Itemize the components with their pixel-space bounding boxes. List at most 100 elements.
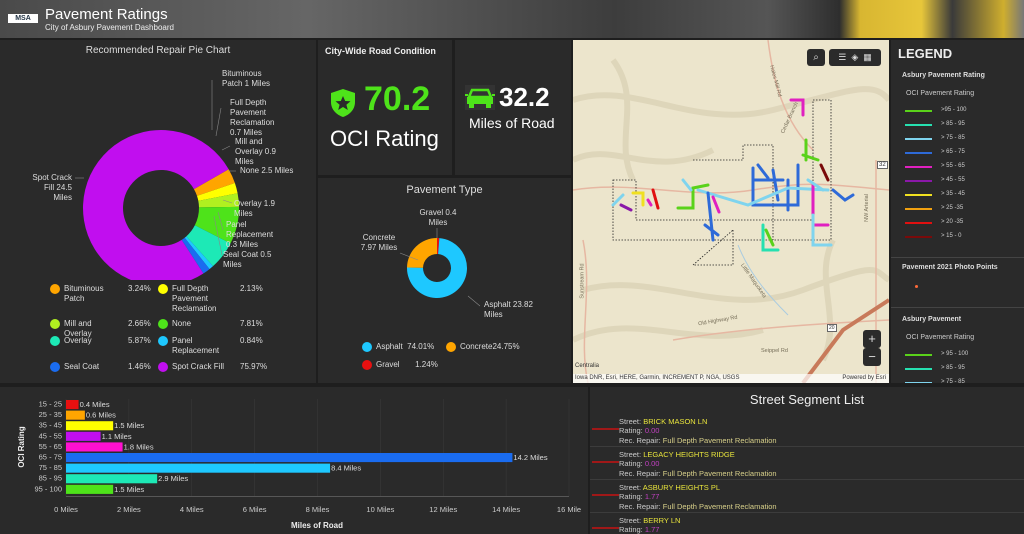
callout-asphalt: Asphalt 23.82 Miles <box>484 300 533 319</box>
callout-overlay: Overlay 1.9 Miles <box>234 199 275 218</box>
legend-percent: 1.24% <box>415 360 438 370</box>
rating-line: Rating: 1.77 <box>619 525 1024 534</box>
street-name: ASBURY HEIGHTS PL <box>642 483 721 492</box>
legend-class-label: > 15 - 0 <box>941 233 962 239</box>
legend-line-symbol <box>905 368 932 370</box>
map-canvas[interactable] <box>573 40 889 383</box>
legend-line-symbol <box>905 354 932 356</box>
rating-key: Rating: <box>619 459 645 469</box>
slice-asphalt[interactable] <box>407 238 467 298</box>
car-icon <box>465 85 495 110</box>
bar[interactable] <box>66 410 85 420</box>
x-tick-label: 0 Miles <box>54 505 78 514</box>
bar[interactable] <box>66 453 513 463</box>
legend-swatch <box>50 319 60 329</box>
layers-icon[interactable]: ◈ <box>851 52 859 62</box>
slice-full-depth-pavement-reclamation[interactable] <box>196 183 238 201</box>
callout-panel: Panel Replacement 0.3 Miles <box>226 220 274 249</box>
legend-class-label: > 45 - 55 <box>941 177 965 183</box>
slice-gravel[interactable] <box>437 238 440 255</box>
slice-overlay[interactable] <box>186 225 231 267</box>
legend-class-label: > 65 - 75 <box>941 149 965 155</box>
slice-panel-replacement[interactable] <box>184 236 214 270</box>
legend-line-symbol <box>905 152 932 154</box>
legend-line-symbol <box>905 166 932 168</box>
repair-line: Rec. Repair: Full Depth Pavement Reclama… <box>619 436 1024 445</box>
bar[interactable] <box>66 484 114 494</box>
basemap-gallery-icon[interactable]: ▦ <box>863 52 872 62</box>
bar[interactable] <box>66 431 101 441</box>
slice-spot-crack-fill[interactable] <box>83 130 229 280</box>
legend-percent: 74.01% <box>407 342 435 352</box>
data-label: 1.1 Miles <box>102 432 132 441</box>
street-line: Street: BERRY LN <box>619 516 1024 525</box>
segment-line-symbol <box>592 494 619 496</box>
callout-leader <box>399 252 419 261</box>
repair-value: Full Depth Pavement Reclamation <box>662 501 777 511</box>
x-tick-label: 6 Miles <box>243 505 267 514</box>
divider <box>891 307 1024 308</box>
street-segment-item[interactable]: Street: BERRY LN Rating: 1.77 <box>590 513 1024 534</box>
bar[interactable] <box>66 463 331 473</box>
legend-layer-title: Asbury Pavement <box>902 316 962 323</box>
slice-seal-coat[interactable] <box>181 237 210 274</box>
legend-label: None <box>172 319 192 328</box>
bar[interactable] <box>66 442 123 452</box>
slice-none[interactable] <box>194 206 239 244</box>
data-label: 1.8 Miles <box>124 442 154 451</box>
rating-key: Rating: <box>619 426 645 436</box>
oci-label: OCI Rating <box>330 126 439 151</box>
street-segment-item[interactable]: Street: BRICK MASON LN Rating: 0.00 Rec. R… <box>590 414 1024 447</box>
slice-concrete[interactable] <box>407 238 437 268</box>
panel-title: Street Segment List <box>749 392 865 407</box>
slice-bituminous-patch[interactable] <box>193 169 235 196</box>
rating-key: Rating: <box>619 525 645 534</box>
data-label: 1.5 Miles <box>114 421 144 430</box>
map-attribution: Iowa DNR, Esri, HERE, Garmin, INCREMENT … <box>573 374 889 383</box>
oci-kpi-card: City-Wide Road Condition 70.2 OCI Rating <box>318 40 452 175</box>
legend-class-label: > 75 - 85 <box>941 379 965 383</box>
search-button[interactable]: ⌕ <box>807 49 825 66</box>
street-segment-item[interactable]: Street: LEGACY HEIGHTS RIDGE Rating: 0.00… <box>590 447 1024 480</box>
map-tools: ☰ ◈ ▦ <box>829 49 881 66</box>
legend-label: Concrete <box>460 342 493 352</box>
legend-asphalt[interactable]: Asphalt 74.01% <box>362 342 434 352</box>
legend-swatch <box>158 336 168 346</box>
rating-value: 0.00 <box>644 459 660 469</box>
bar[interactable] <box>66 400 79 410</box>
repair-line: Rec. Repair: Full Depth Pavement Reclama… <box>619 502 1024 511</box>
legend-swatch <box>50 336 60 346</box>
bar[interactable] <box>66 474 158 484</box>
powered-by[interactable]: Powered by Esri <box>842 375 886 381</box>
street-segment-item[interactable]: Street: ASBURY HEIGHTS PL Rating: 1.77 Rec… <box>590 480 1024 513</box>
route-shield: 20 <box>827 324 837 332</box>
legend-line-symbol <box>905 180 932 182</box>
callout-concrete: Concrete 7.97 Miles <box>360 233 398 252</box>
legend-concrete[interactable]: Concrete24.75% <box>446 342 520 352</box>
legend-class-label: > 20 -35 <box>941 219 964 225</box>
map-view[interactable]: 32 20 Hales Mill Rd Cedar Branch NW Arte… <box>573 40 889 383</box>
legend-label: Bituminous Patch <box>64 284 104 303</box>
callout-spot-crack: Spot Crack Fill 24.5 Miles <box>32 173 72 202</box>
attribution-text: Iowa DNR, Esri, HERE, Garmin, INCREMENT … <box>575 375 740 381</box>
legend-gravel[interactable]: Gravel 1.24% <box>362 360 438 370</box>
y-axis-title: OCI Rating <box>17 426 26 467</box>
road-label-sunstream: Sunstream Rd <box>579 263 586 299</box>
bar[interactable] <box>66 421 114 431</box>
miles-value: 32.2 <box>499 82 550 112</box>
legend-label: Panel Replacement <box>172 336 220 355</box>
legend-field: OCI Pavement Rating <box>906 90 975 97</box>
street-line: Street: ASBURY HEIGHTS PL <box>619 483 1024 492</box>
slice-mill-and-overlay[interactable] <box>198 193 239 208</box>
layer-list-icon[interactable]: ☰ <box>838 52 847 62</box>
legend-class-label: > 95 - 100 <box>941 351 969 357</box>
legend-line-symbol <box>905 138 932 140</box>
data-label: 1.5 Miles <box>114 485 144 494</box>
street-key: Street: <box>619 483 643 492</box>
callout-leader <box>222 199 233 204</box>
legend-line-symbol <box>905 236 932 238</box>
x-tick-label: 16 Mile <box>557 505 581 514</box>
legend-swatch <box>446 342 456 352</box>
zoom-out-button[interactable]: − <box>863 348 881 366</box>
zoom-in-button[interactable]: + <box>863 330 881 348</box>
